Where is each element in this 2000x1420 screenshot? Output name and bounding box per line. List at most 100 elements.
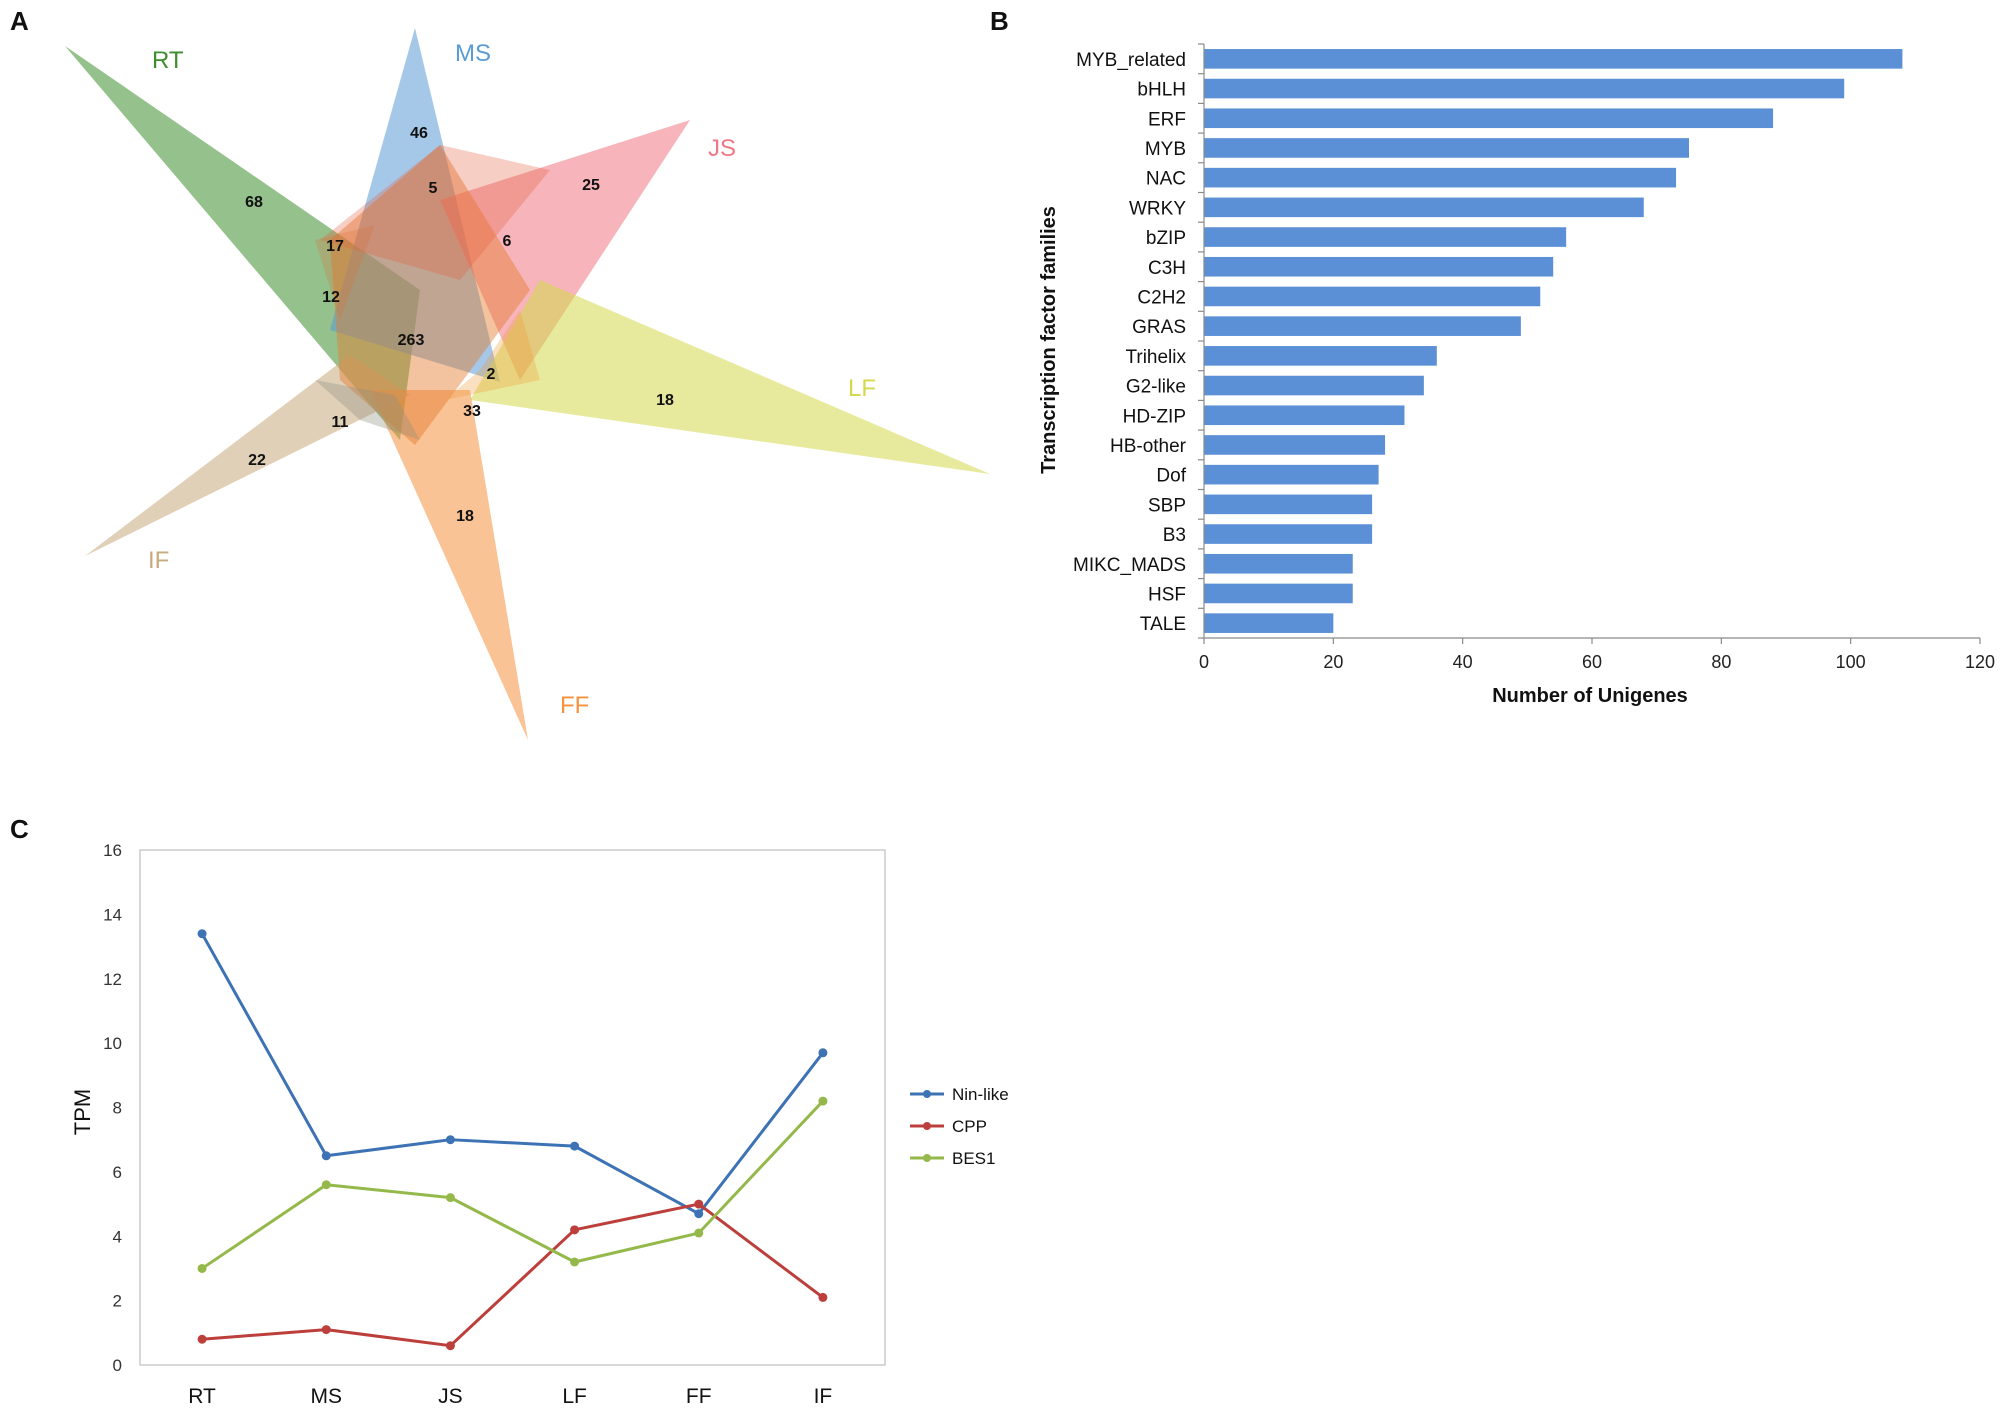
venn-region-count: 22 <box>248 452 266 469</box>
line-data-point <box>321 1180 331 1190</box>
line-y-tick-label: 4 <box>113 1227 122 1246</box>
line-data-point <box>694 1209 704 1219</box>
bar <box>1204 524 1373 544</box>
bar-category-label: Trihelix <box>1125 347 1186 368</box>
venn-set-lf <box>470 280 990 474</box>
bar <box>1204 316 1521 336</box>
venn-region-count: 263 <box>398 332 425 349</box>
bar <box>1204 286 1541 307</box>
bar-x-tick-label: 80 <box>1711 652 1731 672</box>
bar <box>1204 78 1845 99</box>
legend-marker <box>923 1122 931 1130</box>
venn-region-count: 46 <box>410 125 428 142</box>
venn-region-count: 6 <box>503 233 512 250</box>
bar-category-label: MYB_related <box>1076 50 1186 71</box>
bar-category-label: NAC <box>1146 169 1186 190</box>
legend-marker <box>923 1090 931 1098</box>
line-series-path <box>201 1100 825 1270</box>
line-y-axis-title: TPM <box>70 1089 95 1135</box>
bar-tick-labels: 0 20 40 60 80 100 120 <box>1199 652 1995 672</box>
panel-letter-c: C <box>10 814 29 844</box>
bar <box>1204 583 1353 604</box>
bar <box>1204 227 1567 247</box>
line-y-tick-label: 16 <box>103 841 122 860</box>
line-x-category-label: MS <box>311 1385 343 1408</box>
line-data-point <box>445 1193 455 1203</box>
bar-category-label: SBP <box>1148 495 1186 516</box>
venn-overlap-lower <box>315 380 420 440</box>
line-data-point <box>445 1341 455 1351</box>
line-data-point <box>570 1141 580 1151</box>
venn-region-count: 68 <box>245 194 263 211</box>
venn-region-count: 33 <box>463 403 481 420</box>
venn-overlap-core <box>330 145 530 445</box>
bar-category-label: HSF <box>1148 584 1186 605</box>
bar <box>1204 346 1437 366</box>
legend-label: Nin-like <box>952 1085 1009 1104</box>
bar <box>1204 405 1405 426</box>
line-data-point <box>445 1135 455 1145</box>
bar-category-labels: MYB_related bHLH ERF MYB NAC WRKY bZIP C3H C2H2 G… <box>1073 50 1187 635</box>
legend-label: BES1 <box>952 1149 995 1168</box>
legend-label: CPP <box>952 1117 987 1136</box>
bar-category-label: bHLH <box>1137 80 1186 101</box>
bar-category-label: WRKY <box>1129 198 1186 219</box>
venn-set-js <box>440 120 690 380</box>
venn-region-count: 5 <box>429 180 438 197</box>
bar <box>1204 613 1334 633</box>
bar-x-tick-label: 100 <box>1836 652 1866 672</box>
bar <box>1204 375 1424 396</box>
line-series-group <box>197 929 828 1351</box>
venn-label-ff: FF <box>560 692 589 719</box>
venn-label-js: JS <box>708 135 736 162</box>
line-data-point <box>694 1228 704 1238</box>
line-y-tick-label: 12 <box>103 970 122 989</box>
venn-set-ff <box>370 390 528 740</box>
bar-category-label: GRAS <box>1132 317 1186 338</box>
line-data-point <box>197 929 207 939</box>
bar <box>1204 49 1903 69</box>
venn-region-count: 18 <box>456 508 474 525</box>
venn-label-rt: RT <box>152 47 184 74</box>
bar-category-label: HB-other <box>1110 436 1187 457</box>
venn-region-count: 12 <box>322 289 340 306</box>
bar <box>1204 435 1386 455</box>
bar-category-label: C3H <box>1148 258 1186 279</box>
line-data-point <box>570 1225 580 1235</box>
legend-marker <box>923 1154 931 1162</box>
bar-category-label: ERF <box>1148 109 1186 130</box>
bar-category-label: TALE <box>1140 614 1186 635</box>
venn-region-count: 11 <box>332 414 349 431</box>
line-data-point <box>321 1325 331 1335</box>
bar-category-label: HD-ZIP <box>1123 406 1186 427</box>
bar-x-tick-label: 40 <box>1453 652 1473 672</box>
bar-series <box>1204 49 1903 633</box>
bar-category-label: MYB <box>1145 139 1186 160</box>
bar <box>1204 138 1689 158</box>
venn-overlap-right <box>445 310 540 400</box>
line-plot-area <box>139 849 886 1366</box>
bar <box>1204 494 1373 515</box>
venn-region-count: 25 <box>582 177 600 194</box>
bar <box>1204 197 1644 218</box>
line-data-point <box>570 1257 580 1267</box>
line-x-category-label: LF <box>562 1385 587 1408</box>
line-data-point <box>818 1096 828 1106</box>
bar-category-label: Dof <box>1156 466 1186 487</box>
line-y-tick-label: 8 <box>113 1099 122 1118</box>
venn-set-if <box>85 355 410 556</box>
bar-category-label: B3 <box>1163 525 1186 546</box>
line-data-point <box>321 1151 331 1161</box>
venn-region-count: 18 <box>656 392 674 409</box>
bar-x-tick-label: 20 <box>1323 652 1343 672</box>
bar <box>1204 108 1774 129</box>
venn-set-ms <box>330 28 500 382</box>
line-y-tick-label: 0 <box>113 1356 122 1375</box>
line-x-category-labels: RT MS JS LF FF IF <box>188 1385 832 1408</box>
line-y-tick-label: 6 <box>113 1163 122 1182</box>
venn-label-ms: MS <box>455 40 491 67</box>
bar-y-axis-title: Transcription factor families <box>1038 206 1060 474</box>
bar-x-tick-label: 0 <box>1199 652 1209 672</box>
line-data-point <box>818 1292 828 1302</box>
